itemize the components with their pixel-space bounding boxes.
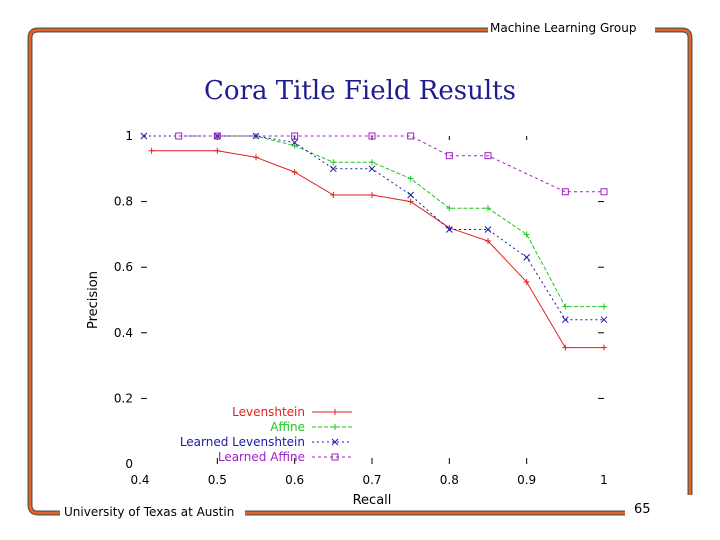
x-tick-label: 0.4 — [130, 473, 149, 487]
data-point — [445, 226, 453, 233]
data-point — [446, 205, 453, 212]
data-point — [291, 169, 298, 176]
y-tick-label: 1 — [125, 129, 133, 143]
data-point — [291, 142, 298, 149]
data-point — [369, 192, 375, 199]
data-point — [407, 198, 414, 205]
slide-footer: University of Texas at Austin — [64, 505, 235, 519]
data-point — [561, 316, 569, 324]
series-affine — [214, 133, 607, 310]
data-point — [140, 132, 148, 140]
data-point — [600, 316, 608, 324]
data-point — [368, 132, 376, 140]
series-levenshtein — [148, 147, 607, 351]
data-point — [445, 152, 453, 160]
legend-label: Learned Affine — [218, 450, 305, 464]
data-point — [330, 159, 337, 166]
x-tick-label: 0.5 — [208, 473, 227, 487]
data-point — [291, 139, 299, 146]
data-point — [368, 165, 376, 173]
data-point — [562, 303, 569, 310]
data-point — [214, 147, 221, 154]
x-tick-label: 1 — [600, 473, 608, 487]
data-point — [407, 132, 415, 140]
series-line — [217, 135, 604, 308]
y-tick-label: 0.6 — [114, 260, 133, 274]
data-point — [213, 132, 221, 140]
data-point — [407, 175, 414, 182]
y-tick-label: 0.4 — [114, 326, 133, 340]
x-tick-label: 0.6 — [285, 473, 304, 487]
data-point — [523, 278, 530, 285]
page-number: 65 — [634, 502, 651, 517]
data-point — [330, 192, 337, 199]
data-point — [485, 205, 491, 212]
x-tick-label: 0.9 — [517, 473, 536, 487]
series-learned-affine — [175, 132, 608, 196]
series-learned-levenshtein — [140, 132, 608, 324]
data-point — [253, 154, 259, 161]
series-line — [178, 135, 604, 193]
data-point — [561, 188, 569, 196]
x-tick-label: 0.7 — [362, 473, 381, 487]
data-point — [369, 159, 375, 166]
data-point — [600, 188, 608, 196]
data-point — [523, 231, 530, 238]
y-tick-label: 0 — [125, 457, 133, 471]
legend-label: Affine — [270, 420, 305, 434]
series-line — [143, 135, 604, 321]
legend-marker — [331, 453, 339, 461]
legend-marker — [332, 424, 338, 430]
slide-header: Machine Learning Group — [490, 21, 637, 35]
y-tick-label: 0.8 — [114, 195, 133, 209]
data-point — [601, 303, 607, 310]
chart-axes: 0 0.2 0.4 0.6 0.8 1 0.4 0.5 0.6 0.7 0.8 0.9 1 Recall P… — [86, 129, 608, 508]
data-point — [485, 237, 491, 244]
y-axis-label: Precision — [86, 271, 101, 329]
data-point — [407, 191, 415, 199]
data-point — [484, 226, 492, 233]
data-point — [329, 165, 337, 173]
data-point — [523, 254, 531, 261]
data-point — [175, 132, 183, 140]
series-line — [151, 150, 604, 349]
legend-label: Learned Levenshtein — [180, 435, 305, 449]
data-point — [252, 132, 260, 140]
legend-marker — [332, 409, 338, 415]
data-point — [148, 147, 155, 154]
legend-marker — [331, 438, 339, 446]
y-tick-label: 0.2 — [114, 391, 133, 405]
legend-label: Levenshtein — [232, 405, 305, 419]
data-point — [484, 152, 492, 160]
x-tick-label: 0.8 — [440, 473, 459, 487]
x-axis-label: Recall — [353, 493, 392, 508]
data-point — [562, 344, 569, 351]
chart-title: Cora Title Field Results — [204, 76, 516, 106]
chart-series — [140, 132, 608, 351]
data-point — [601, 344, 607, 351]
data-point — [291, 132, 299, 140]
